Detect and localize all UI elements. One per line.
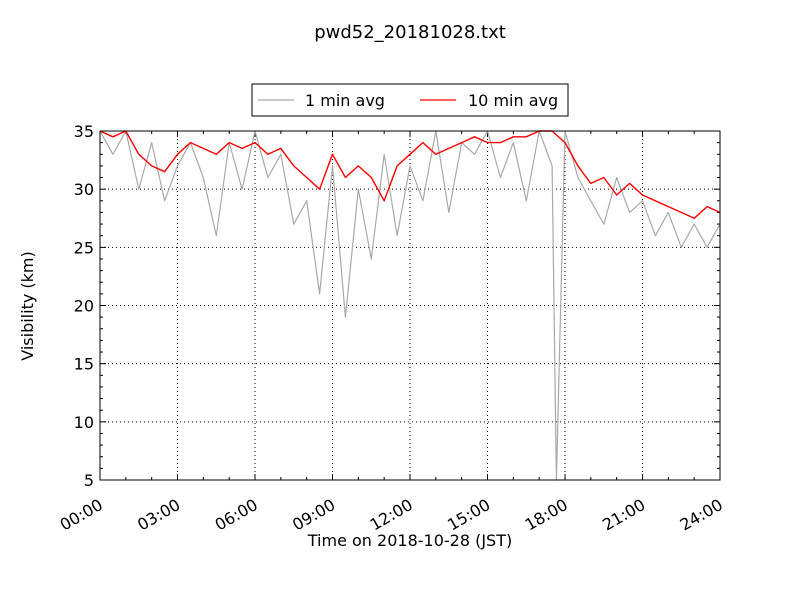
legend-box <box>251 83 569 117</box>
x-tick-label: 24:00 <box>677 495 726 535</box>
y-tick-label: 30 <box>74 180 94 199</box>
plot-frame <box>99 130 721 481</box>
data-series <box>99 130 721 481</box>
x-tick-label: 21:00 <box>599 495 648 535</box>
x-tick-label: 03:00 <box>134 495 183 535</box>
grid-lines <box>100 131 720 480</box>
y-axis-label: Visibility (km) <box>18 251 37 360</box>
y-tick-label: 10 <box>74 413 94 432</box>
x-tick-label: 15:00 <box>444 495 493 535</box>
legend: 1 min avg 10 min avg <box>251 83 569 117</box>
x-tick-label: 18:00 <box>522 495 571 535</box>
x-tick-label: 06:00 <box>212 495 261 535</box>
chart-title: pwd52_20181028.txt <box>314 22 506 43</box>
series-line-1min-avg <box>99 130 721 481</box>
legend-label-1min: 1 min avg <box>305 91 385 110</box>
y-tick-label: 25 <box>74 238 94 257</box>
y-tick-label: 5 <box>84 471 94 490</box>
legend-label-10min: 10 min avg <box>468 91 558 110</box>
series-line-10min-avg <box>99 130 721 220</box>
x-axis-label: Time on 2018-10-28 (JST) <box>307 531 512 550</box>
y-tick-label: 35 <box>74 122 94 141</box>
y-tick-label: 20 <box>74 297 94 316</box>
x-tick-label: 00:00 <box>57 495 106 535</box>
x-tick-label: 12:00 <box>367 495 416 535</box>
x-tick-label: 09:00 <box>289 495 338 535</box>
y-tick-label: 15 <box>74 355 94 374</box>
x-axis-ticks: 00:00 03:00 06:00 09:00 12:00 15:00 18:00 21:00… <box>57 131 726 535</box>
